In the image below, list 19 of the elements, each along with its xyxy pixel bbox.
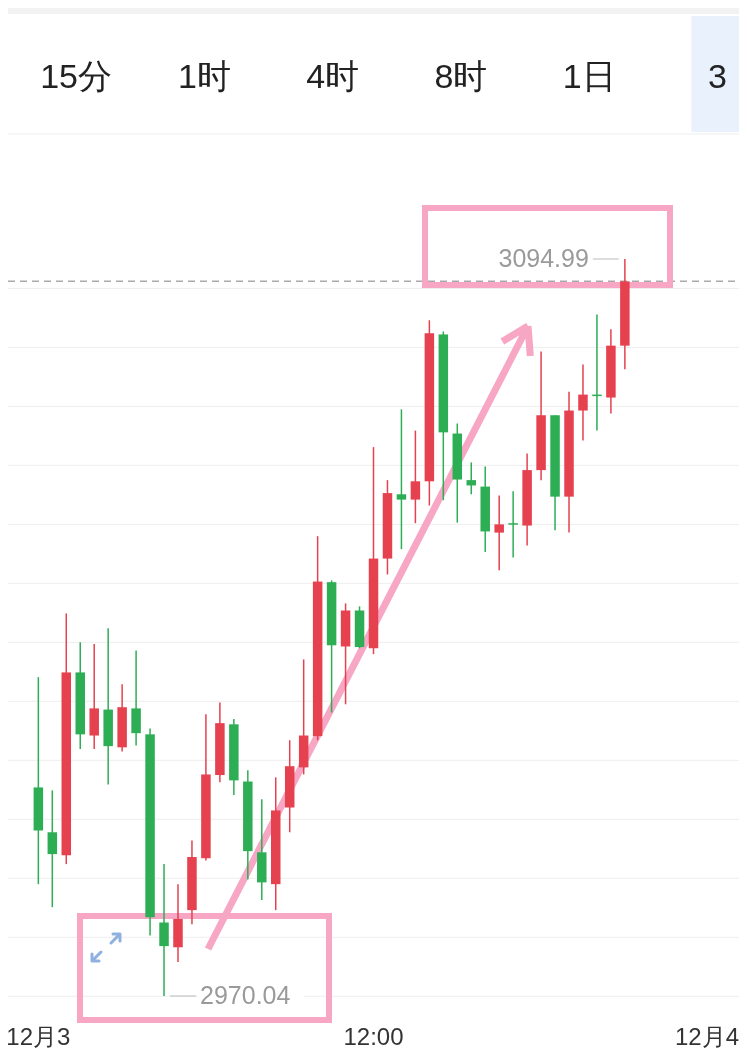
annotation: 3094.99 xyxy=(498,244,589,272)
x-tick-label: 12:00 xyxy=(343,1023,404,1050)
candlestick xyxy=(578,363,588,442)
x-tick-label: 12月3 xyxy=(6,1023,71,1050)
candlestick xyxy=(47,789,58,908)
annotation: 2970.04 xyxy=(200,981,291,1009)
text: 1时 xyxy=(177,57,231,95)
candlestick xyxy=(466,461,476,496)
text: 8时 xyxy=(434,57,488,95)
x-tick-label: 12月4 xyxy=(674,1023,740,1050)
text: 1日 xyxy=(562,57,616,95)
text: 3 xyxy=(707,57,727,95)
candlestick xyxy=(508,490,518,559)
candlestick xyxy=(396,408,407,550)
text: 15分 xyxy=(40,57,113,95)
candlestick xyxy=(494,494,504,572)
candlestick xyxy=(410,429,421,524)
candlestick xyxy=(159,863,169,997)
text: 4时 xyxy=(306,57,360,95)
